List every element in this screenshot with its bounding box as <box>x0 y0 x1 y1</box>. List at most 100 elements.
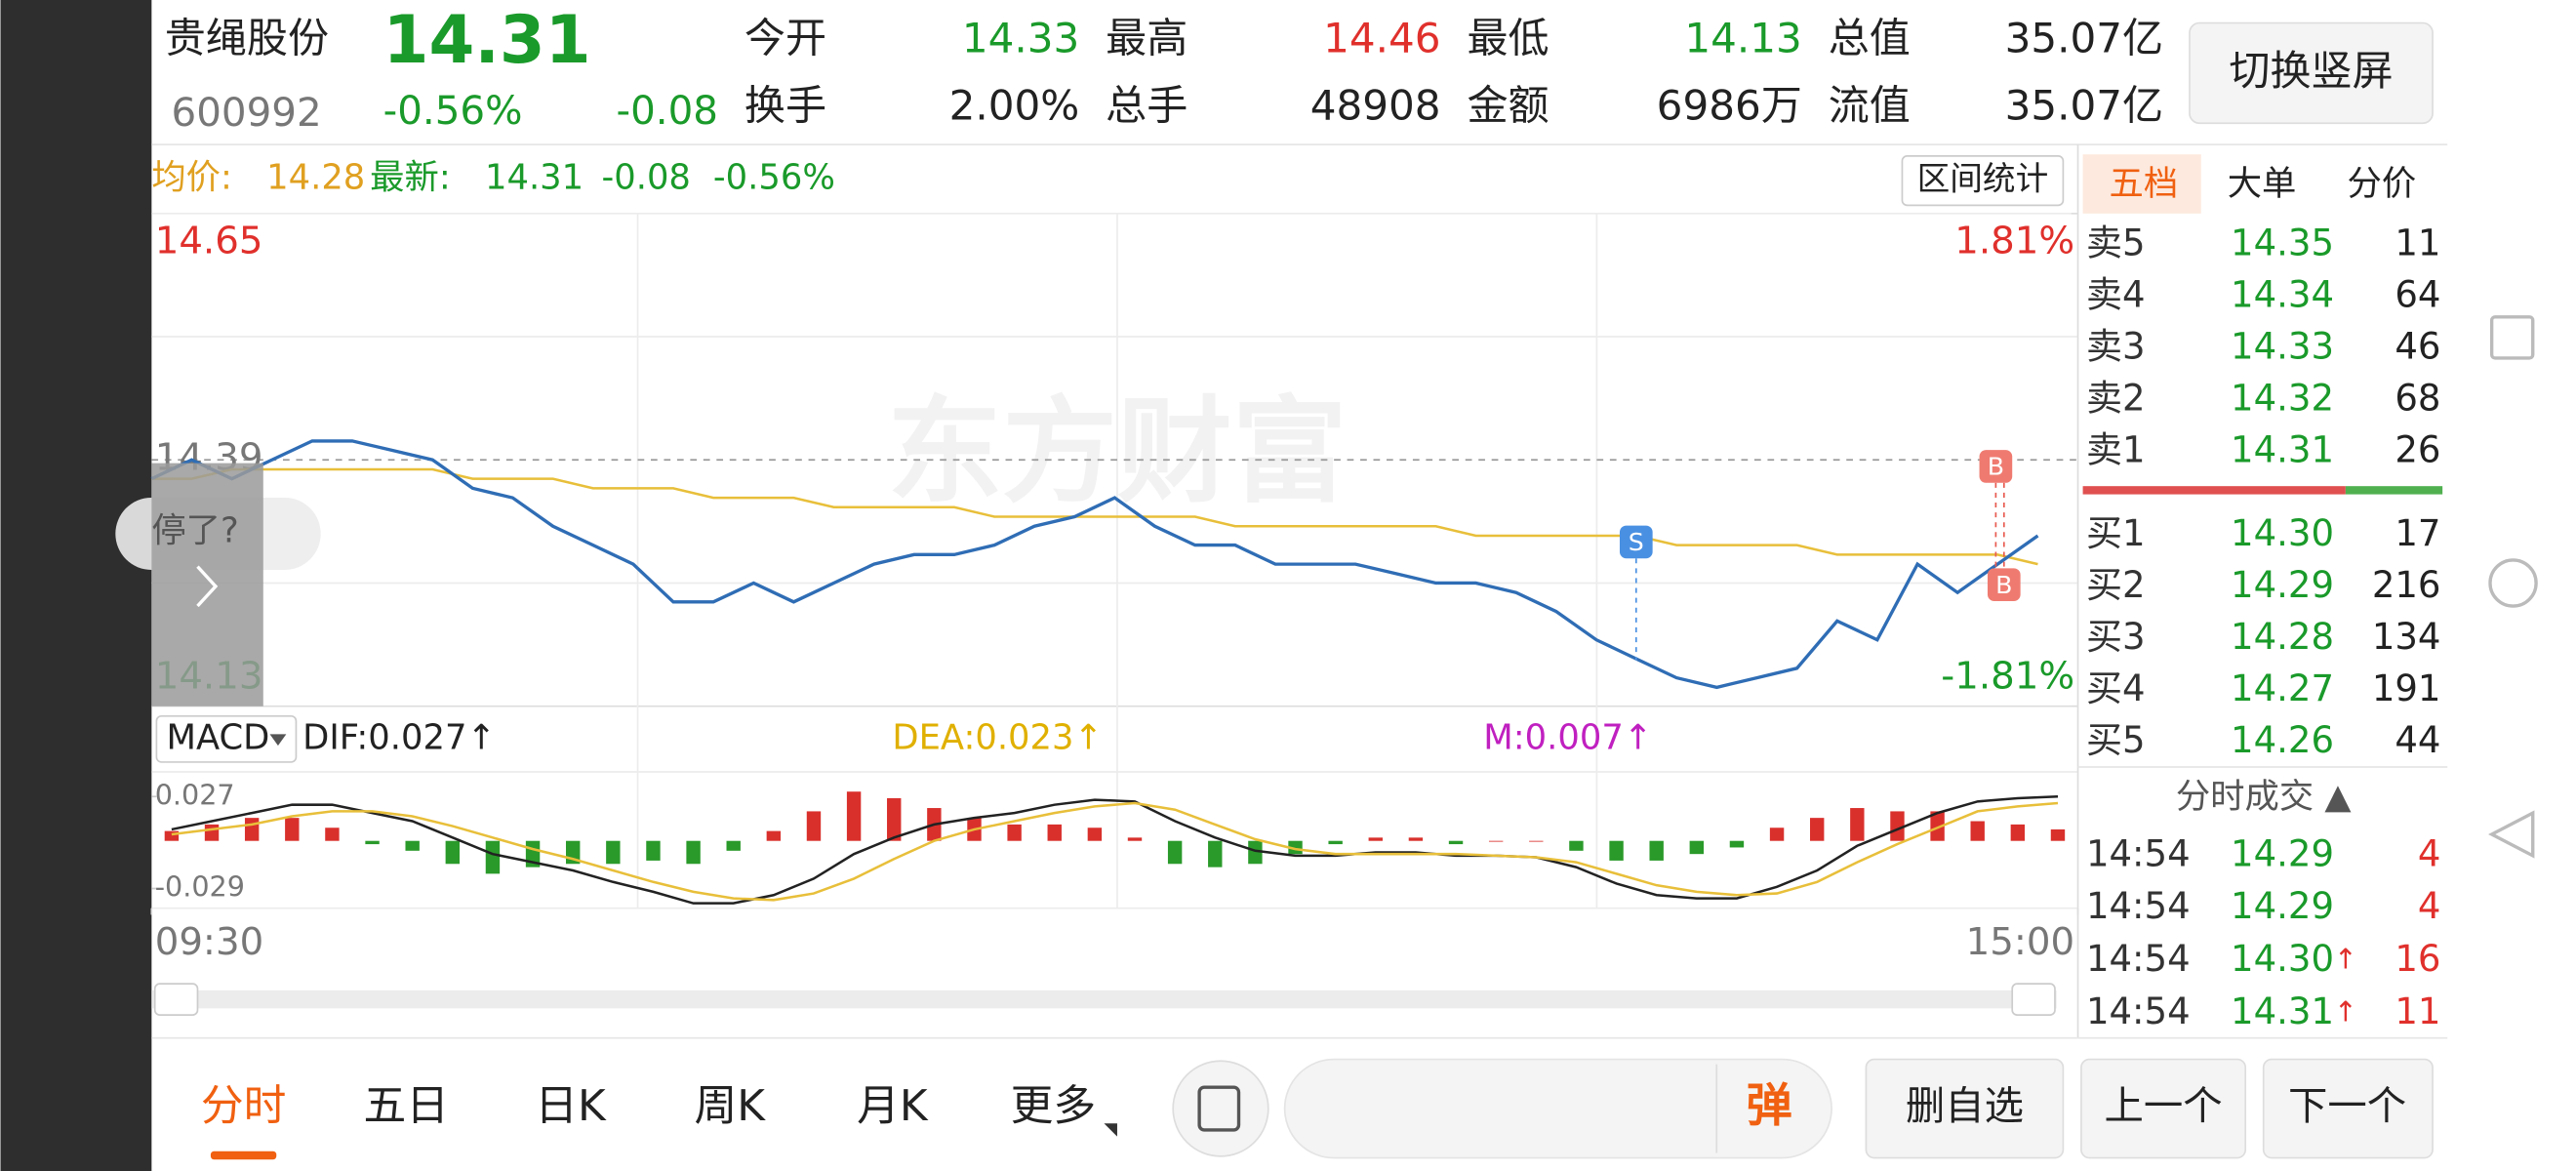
bottom-tab[interactable]: 周K <box>695 1081 767 1131</box>
book-label: 买5 <box>2086 719 2146 761</box>
input-bg <box>1283 1058 1832 1159</box>
macd-bar <box>887 797 902 841</box>
stat-label: 流值 <box>1829 82 1911 130</box>
book-volume: 216 <box>2372 564 2441 606</box>
scrollbar[interactable] <box>151 983 2057 1016</box>
note-button[interactable] <box>1172 1060 1269 1157</box>
stat-label: 总手 <box>1106 82 1187 130</box>
book-volume: 17 <box>2395 512 2440 554</box>
trades-title[interactable]: 分时成交 ▲ <box>2176 777 2353 817</box>
macd-selector[interactable]: MACD <box>155 714 298 763</box>
y-tick-label: -0.029 <box>155 870 245 904</box>
macd-bar <box>846 791 862 841</box>
orientation-button[interactable]: 切换竖屏 <box>2189 21 2434 125</box>
trade-time: 14:54 <box>2086 832 2191 874</box>
system-nav <box>2488 315 2538 859</box>
dea-label: DEA:0.023↑ <box>892 717 1103 757</box>
popup[interactable]: 停了? <box>115 463 321 707</box>
bottom-tab[interactable]: 日K <box>535 1081 607 1131</box>
book-label: 卖5 <box>2086 222 2146 263</box>
button-label[interactable]: 删自选 <box>1906 1083 2024 1129</box>
book-price: 14.34 <box>2231 273 2334 315</box>
watermark: 东方财富 <box>887 384 1347 518</box>
macd-bar <box>1890 811 1905 841</box>
order-book: 卖5 14.35 11 卖4 14.34 64 卖3 14.33 46 卖2 14.32 68 卖1 14… <box>2086 222 2441 1032</box>
book-label: 卖3 <box>2086 325 2146 367</box>
danmaku-icon: 弹 <box>1747 1079 1792 1133</box>
macd-bar <box>766 830 782 841</box>
macd-bar <box>325 828 340 841</box>
panel-tab[interactable]: 大单 <box>2228 164 2297 204</box>
button-bg <box>2189 21 2434 125</box>
macd-bar <box>2010 824 2026 841</box>
stat-value: 14.13 <box>1684 15 1801 62</box>
bottom-tab[interactable]: 更多 <box>1011 1081 1097 1131</box>
recents-button[interactable] <box>2489 315 2535 360</box>
book-volume: 44 <box>2395 719 2440 761</box>
trade-volume: 4 <box>2418 885 2441 927</box>
macd-bar <box>646 840 661 861</box>
change: -0.08 <box>617 88 718 134</box>
macd-line <box>171 801 2059 902</box>
macd-bar <box>405 840 420 851</box>
ask-bar <box>2082 486 2346 495</box>
bottom-tab[interactable]: 分时 <box>201 1081 287 1131</box>
bottom-tab[interactable]: 月K <box>857 1081 929 1131</box>
trade-price: 14.31↑ <box>2231 990 2357 1032</box>
macd-bar <box>1850 808 1865 841</box>
macd-bar <box>1529 840 1544 842</box>
latest-value: 14.31 <box>485 157 584 197</box>
book-price: 14.26 <box>2231 719 2334 761</box>
button-bg <box>2262 1058 2434 1159</box>
m-label: M:0.007↑ <box>1483 717 1652 757</box>
stat-label: 最低 <box>1467 15 1549 62</box>
marker-bg <box>1619 525 1653 559</box>
macd-bar <box>445 840 461 865</box>
dif-label: DIF:0.027↑ <box>302 717 496 757</box>
latest-change: -0.08 <box>601 157 690 197</box>
panel-tab[interactable]: 五档 <box>2110 164 2179 204</box>
panel-tab[interactable]: 分价 <box>2348 164 2417 204</box>
avg-value: 14.28 <box>266 157 365 197</box>
book-price: 14.31 <box>2231 428 2334 470</box>
macd-bar <box>1609 840 1624 861</box>
scroll-track <box>151 989 2057 1009</box>
book-price: 14.33 <box>2231 325 2334 367</box>
back-button[interactable] <box>2488 810 2535 859</box>
button-bg <box>1172 1060 1269 1157</box>
trade-price: 14.29 <box>2231 885 2334 927</box>
book-price: 14.29 <box>2231 564 2334 606</box>
book-label: 买2 <box>2086 564 2146 606</box>
stat-value: 35.07亿 <box>2005 15 2163 62</box>
trade-volume: 4 <box>2418 832 2441 874</box>
macd-bar <box>1408 837 1424 841</box>
more-icon <box>1104 1123 1117 1137</box>
stat-value: 48908 <box>1310 82 1441 130</box>
bottom-tab[interactable]: 五日 <box>363 1081 449 1131</box>
book-price: 14.35 <box>2231 222 2334 263</box>
stat-value: 2.00% <box>949 82 1080 130</box>
note-icon <box>1197 1085 1241 1132</box>
book-volume: 68 <box>2395 377 2440 419</box>
stat-value: 6986万 <box>1657 82 1802 130</box>
book-label: 卖2 <box>2086 377 2146 419</box>
macd-bar <box>244 818 260 841</box>
macd-bar <box>1649 840 1664 861</box>
button-label[interactable]: 下一个 <box>2288 1083 2406 1129</box>
stat-label: 金额 <box>1467 82 1549 130</box>
macd-bar <box>806 811 822 841</box>
home-button[interactable] <box>2488 558 2538 608</box>
macd-bar <box>1368 837 1383 841</box>
bottom-buttons: 删自选 上一个 下一个 <box>1865 1058 2434 1159</box>
book-volume: 26 <box>2395 428 2440 470</box>
danmaku-input[interactable]: 弹 <box>1283 1058 1832 1159</box>
macd-bar <box>1810 818 1825 841</box>
button-label: 切换竖屏 <box>2229 47 2393 95</box>
book-label: 买4 <box>2086 667 2146 709</box>
book-volume: 64 <box>2395 273 2440 315</box>
macd-bar <box>1248 840 1263 865</box>
range-stats-button[interactable]: 区间统计 <box>1901 155 2065 207</box>
button-label[interactable]: 上一个 <box>2104 1083 2222 1129</box>
book-volume: 134 <box>2372 616 2441 658</box>
